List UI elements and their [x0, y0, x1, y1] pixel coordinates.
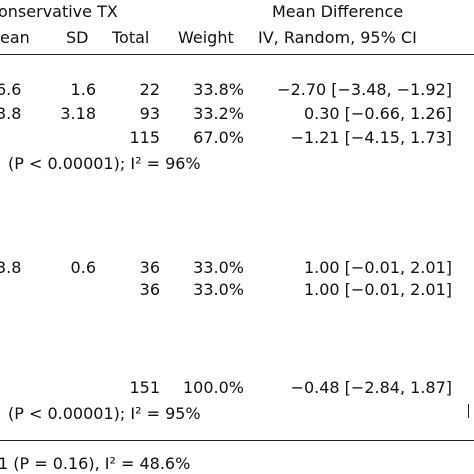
table-cell-ci: 1.00 [−0.01, 2.01]: [303, 280, 452, 299]
effect-header: Mean Difference: [272, 2, 404, 21]
axis-tick: [468, 404, 469, 418]
column-header-ci: IV, Random, 95% CI: [258, 28, 417, 47]
table-cell-ci: −0.48 [−2.84, 1.87]: [290, 378, 452, 397]
table-cell-ci: −1.21 [−4.15, 1.73]: [290, 128, 452, 147]
table-cell-total: 36: [139, 280, 160, 299]
column-header-total: Total: [112, 28, 150, 47]
table-cell-total: 115: [129, 128, 160, 147]
table-cell-total: 151: [129, 378, 160, 397]
column-header-mean: ean: [0, 28, 30, 47]
table-cell-weight: 67.0%: [193, 128, 244, 147]
heterogeneity-note: (P < 0.00001); I² = 96%: [8, 154, 201, 173]
header-divider: [0, 54, 474, 55]
table-cell-total: 93: [139, 104, 160, 123]
table-cell-mean: 6.6: [0, 80, 22, 99]
column-header-weight: Weight: [178, 28, 234, 47]
table-cell-sd: 0.6: [70, 258, 96, 277]
table-cell-ci: 1.00 [−0.01, 2.01]: [303, 258, 452, 277]
table-cell-total: 22: [139, 80, 160, 99]
table-cell-total: 36: [139, 258, 160, 277]
footer-divider: [0, 440, 474, 441]
heterogeneity-note: (P < 0.00001); I² = 95%: [8, 404, 201, 423]
table-cell-ci: −2.70 [−3.48, −1.92]: [277, 80, 452, 99]
table-cell-mean: 3.8: [0, 104, 22, 123]
table-cell-weight: 33.8%: [193, 80, 244, 99]
group-header: onservative TX: [0, 2, 118, 21]
table-cell-weight: 33.0%: [193, 280, 244, 299]
table-cell-weight: 100.0%: [182, 378, 244, 397]
table-cell-sd: 3.18: [60, 104, 96, 123]
column-header-sd: SD: [66, 28, 89, 47]
subgroup-note: 1 (P = 0.16), I² = 48.6%: [0, 454, 191, 473]
table-cell-sd: 1.6: [70, 80, 96, 99]
table-cell-weight: 33.2%: [193, 104, 244, 123]
table-cell-weight: 33.0%: [193, 258, 244, 277]
table-cell-ci: 0.30 [−0.66, 1.26]: [303, 104, 452, 123]
table-cell-mean: 3.8: [0, 258, 22, 277]
